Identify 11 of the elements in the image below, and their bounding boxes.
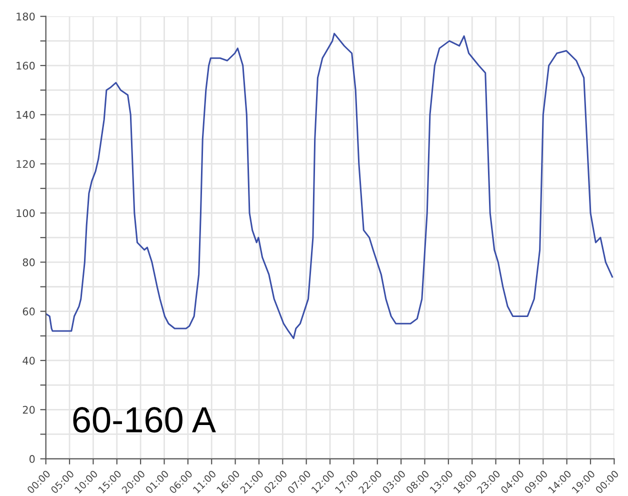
annotation: 60-160 A: [73, 407, 216, 433]
y-tick-label: 80: [22, 258, 35, 266]
y-tick-label: 0: [29, 455, 35, 463]
y-tick-label: 160: [16, 62, 35, 70]
y-tick-label: 120: [16, 160, 35, 168]
y-tick-label: 20: [22, 406, 35, 414]
y-tick-label: 140: [16, 110, 35, 119]
y-tick-label: 40: [22, 356, 35, 365]
y-tick-label: 180: [16, 12, 35, 20]
y-tick-label: 60: [22, 308, 35, 316]
y-tick-label: 100: [16, 209, 35, 218]
